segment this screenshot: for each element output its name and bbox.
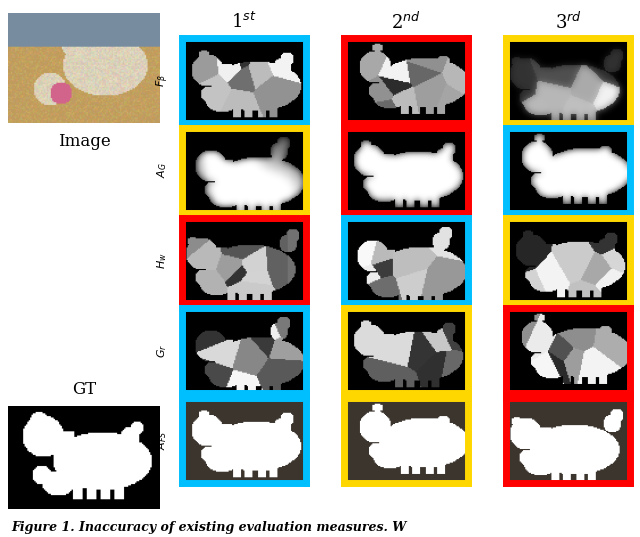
Text: $A_{FS}$: $A_{FS}$ [156, 431, 170, 450]
Text: 1$^{st}$: 1$^{st}$ [231, 12, 257, 32]
Text: Image: Image [58, 134, 110, 150]
Text: 2$^{nd}$: 2$^{nd}$ [391, 11, 421, 33]
Text: 3$^{rd}$: 3$^{rd}$ [554, 11, 582, 33]
Text: GT: GT [72, 381, 96, 397]
Text: $A_G$: $A_G$ [156, 163, 170, 178]
Text: $F_{\beta}$: $F_{\beta}$ [154, 74, 171, 87]
Text: $G_r$: $G_r$ [156, 343, 170, 358]
Text: Figure 1. Inaccuracy of existing evaluation measures. W: Figure 1. Inaccuracy of existing evaluat… [12, 520, 406, 533]
Text: $H_w$: $H_w$ [156, 252, 170, 269]
